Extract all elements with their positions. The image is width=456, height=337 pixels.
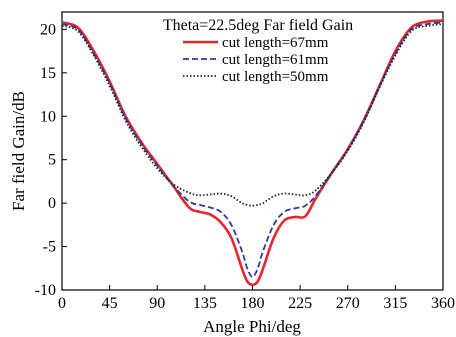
legend-title: Theta=22.5deg Far field Gain: [163, 17, 353, 34]
legend-label-3: cut length=50mm: [222, 69, 329, 85]
x-axis-label: Angle Phi/deg: [203, 317, 301, 336]
x-tick-label: 0: [58, 295, 66, 312]
x-tick-label: 270: [336, 295, 360, 312]
legend-label-2: cut length=61mm: [222, 52, 329, 68]
x-tick-label: 315: [383, 295, 407, 312]
y-tick-label: 0: [48, 195, 56, 212]
x-tick-label: 135: [193, 295, 217, 312]
x-tick-label: 180: [241, 295, 265, 312]
y-tick-label: -10: [35, 282, 56, 299]
x-tick-label: 360: [431, 295, 455, 312]
x-tick-label: 90: [149, 295, 165, 312]
x-tick-label: 225: [288, 295, 312, 312]
series-line-3: [61, 23, 444, 207]
series-line-1: [61, 19, 444, 287]
legend-label-1: cut length=67mm: [222, 35, 329, 51]
y-tick-label: 5: [48, 152, 56, 169]
y-tick-label: 15: [40, 65, 56, 82]
series-layer: [61, 19, 444, 287]
x-tick-label: 45: [102, 295, 118, 312]
tick-layer: 0 45 90 135 180 225 270 315 360 -10 -5 0 5 10 15 20: [35, 21, 455, 312]
y-tick-label: 10: [40, 108, 56, 125]
y-tick-label: -5: [43, 239, 56, 256]
series-line-2: [61, 21, 444, 278]
y-axis-label: Far field Gain/dB: [9, 91, 28, 211]
y-tick-label: 20: [40, 21, 56, 38]
